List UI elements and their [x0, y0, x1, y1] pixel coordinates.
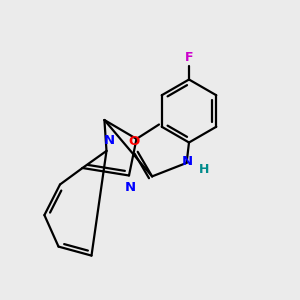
Text: N: N	[103, 134, 115, 147]
Text: O: O	[128, 135, 140, 148]
Text: N: N	[182, 155, 194, 168]
Text: F: F	[185, 51, 193, 64]
Text: N: N	[125, 181, 136, 194]
Text: H: H	[199, 163, 209, 176]
